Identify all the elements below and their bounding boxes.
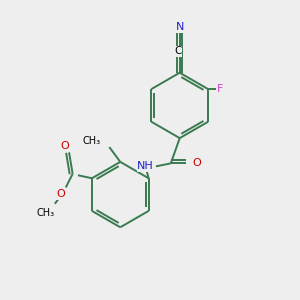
Text: F: F — [217, 84, 224, 94]
Text: CH₃: CH₃ — [36, 208, 54, 218]
Text: C: C — [175, 46, 182, 56]
Text: O: O — [56, 189, 65, 199]
Text: O: O — [60, 141, 69, 152]
Text: NH: NH — [137, 161, 154, 171]
Text: O: O — [192, 158, 201, 168]
Text: N: N — [176, 22, 184, 32]
Text: CH₃: CH₃ — [83, 136, 101, 146]
